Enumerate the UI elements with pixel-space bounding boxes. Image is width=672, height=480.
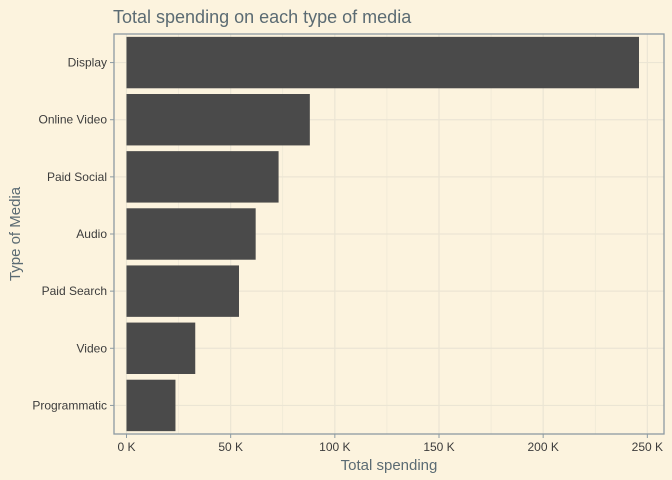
bar-audio: [126, 208, 256, 260]
y-tick-label: Programmatic: [32, 398, 107, 412]
bar-paid-search: [126, 265, 239, 317]
x-tick-label: 0 K: [117, 440, 135, 454]
x-tick-label: 50 K: [218, 440, 243, 454]
y-axis-title: Type of Media: [7, 186, 24, 281]
bar-programmatic: [126, 379, 176, 432]
x-tick-label: 200 K: [527, 440, 558, 454]
bar-video: [126, 322, 196, 374]
chart-title: Total spending on each type of media: [113, 7, 412, 27]
axes: 0 K 50 K 100 K 150 K 200 K 250 K Display Online…: [32, 33, 665, 454]
y-tick-label: Paid Search: [42, 284, 107, 298]
bars: [126, 36, 639, 432]
x-tick-label: 250 K: [632, 440, 663, 454]
y-tick-label: Audio: [76, 227, 107, 241]
bar-display: [126, 36, 639, 89]
x-tick-label: 150 K: [423, 440, 454, 454]
y-tick-label: Online Video: [39, 113, 108, 127]
x-tick-label: 100 K: [319, 440, 350, 454]
y-tick-label: Display: [68, 56, 107, 70]
y-tick-label: Paid Social: [47, 170, 107, 184]
bar-online-video: [126, 94, 310, 146]
y-tick-label: Video: [77, 341, 108, 355]
x-axis-title: Total spending: [341, 457, 438, 474]
bar-paid-social: [126, 151, 279, 203]
